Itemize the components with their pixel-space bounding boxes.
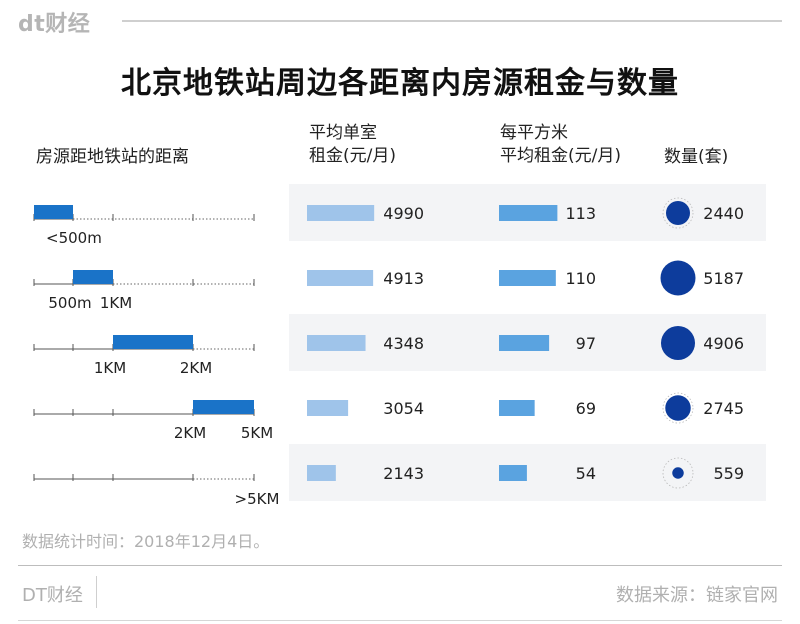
- count-value: 5187: [703, 269, 744, 288]
- header-sqm-rent-line2: 平均租金(元/月): [500, 146, 621, 166]
- header-distance: 房源距地铁站的距离: [36, 147, 189, 167]
- range-end-label: 1KM: [100, 294, 132, 312]
- footer-brand: DT财经: [22, 585, 83, 606]
- avg-rent-bar: [307, 400, 349, 416]
- sqm-rent-bar: [499, 205, 558, 221]
- sqm-rent-bar: [499, 335, 550, 351]
- avg-rent-bar: [307, 465, 336, 481]
- distance-range-bar: [113, 335, 193, 349]
- avg-rent-value: 3054: [383, 399, 424, 418]
- range-label: >5KM: [235, 490, 280, 508]
- data-note: 数据统计时间：2018年12月4日。: [22, 532, 270, 551]
- count-value: 4906: [703, 334, 744, 353]
- avg-rent-value: 4913: [383, 269, 424, 288]
- count-bubble: [665, 395, 691, 421]
- brand-logo: dt财经: [18, 12, 91, 37]
- count-bubble-guide: [662, 392, 694, 424]
- bottom-rule: [18, 565, 782, 566]
- sqm-rent-bar: [499, 465, 527, 481]
- count-value: 559: [713, 464, 744, 483]
- header-avg-rent-line2: 租金(元/月): [309, 146, 396, 166]
- range-end-label: 2KM: [180, 359, 212, 377]
- header-avg-rent-line1: 平均单室: [309, 123, 377, 143]
- header-sqm-rent-line1: 每平方米: [500, 123, 568, 143]
- sqm-rent-value: 113: [565, 204, 596, 223]
- count-bubble: [672, 467, 684, 479]
- footer-divider: [96, 576, 97, 608]
- count-bubble-guide: [662, 457, 694, 489]
- count-bubble: [660, 325, 696, 361]
- avg-rent-value: 4990: [383, 204, 424, 223]
- range-start-label: 2KM: [174, 424, 206, 442]
- sqm-rent-value: 97: [576, 334, 596, 353]
- range-end-label: 5KM: [241, 424, 273, 442]
- bottom-rule-lower: [18, 620, 782, 621]
- range-start-label: 1KM: [94, 359, 126, 377]
- count-bubble-guide: [662, 197, 694, 229]
- sqm-rent-value: 110: [565, 269, 596, 288]
- top-rule: [122, 20, 782, 22]
- count-bubble: [665, 200, 691, 226]
- chart-title: 北京地铁站周边各距离内房源租金与数量: [121, 66, 679, 101]
- data-source: 数据来源：链家官网: [616, 585, 778, 606]
- sqm-rent-bar: [499, 270, 556, 286]
- distance-range-bar: [73, 270, 113, 284]
- avg-rent-value: 2143: [383, 464, 424, 483]
- distance-range-bar: [193, 400, 254, 414]
- sqm-rent-bar: [499, 400, 535, 416]
- range-start-label: 500m: [48, 294, 91, 312]
- count-value: 2745: [703, 399, 744, 418]
- sqm-rent-value: 69: [576, 399, 596, 418]
- avg-rent-bar: [307, 270, 374, 286]
- avg-rent-bar: [307, 335, 366, 351]
- row-band: [289, 444, 766, 501]
- count-bubble: [660, 260, 696, 296]
- range-label: <500m: [46, 229, 102, 247]
- sqm-rent-value: 54: [576, 464, 596, 483]
- header-count: 数量(套): [664, 147, 729, 167]
- avg-rent-bar: [307, 205, 375, 221]
- avg-rent-value: 4348: [383, 334, 424, 353]
- distance-range-bar: [34, 205, 73, 219]
- count-value: 2440: [703, 204, 744, 223]
